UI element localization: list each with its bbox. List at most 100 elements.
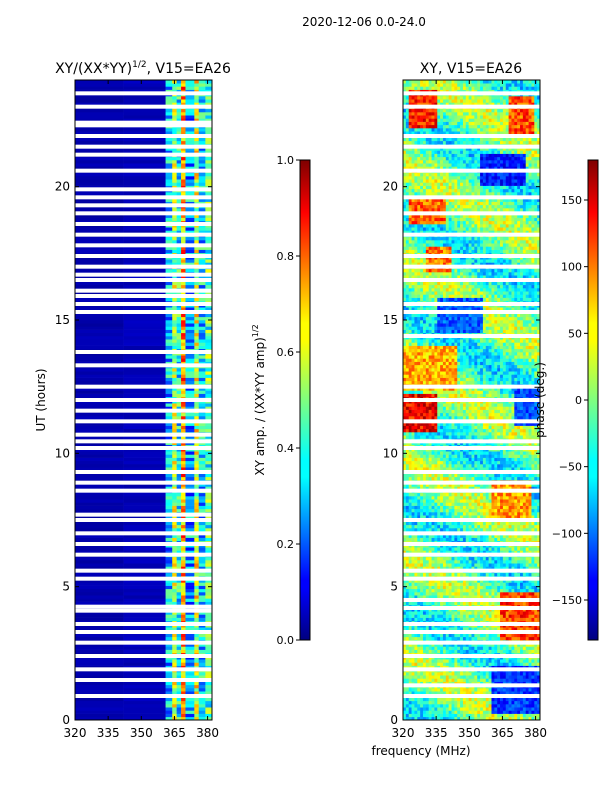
phase-cell [425,582,429,586]
amplitude-cell [165,230,173,234]
amplitude-cell [205,566,212,570]
amplitude-cell [185,176,195,180]
phase-cell [520,659,524,663]
amplitude-cell [205,160,212,164]
phase-cell [451,547,455,551]
phase-cell [468,710,472,714]
amplitude-cell [123,345,166,350]
amplitude-cell [181,86,186,90]
amplitude-cell [205,406,212,410]
amplitude-cell [165,393,173,398]
phase-cell [485,633,489,638]
amplitude-cell [176,179,182,183]
amplitude-cell [194,179,200,183]
phase-cell [511,560,515,564]
amplitude-cell [181,236,186,241]
phase-cell [457,649,461,654]
amplitude-cell [75,707,124,711]
amplitude-cell [205,617,212,622]
amplitude-cell [198,147,206,151]
phase-cell [528,582,532,586]
phase-cell [508,713,512,718]
phase-cell [485,691,489,695]
phase-cell [465,560,469,564]
amplitude-cell [185,700,195,705]
phase-cell [403,585,407,590]
amplitude-cell [205,390,212,394]
phase-cell [431,672,435,676]
phase-cell [474,659,478,663]
phase-cell [520,528,524,532]
amplitude-cell [185,316,195,321]
phase-cell [440,672,444,676]
amplitude-flagged-row [75,120,212,125]
amplitude-flagged-row [75,254,212,258]
amplitude-cell [185,627,195,631]
amplitude-cell [165,358,173,362]
phase-cell [477,617,481,622]
phase-cell [457,633,461,638]
amplitude-cell [123,115,166,119]
phase-cell [457,588,461,593]
phase-cell [434,563,438,567]
amplitude-cell [198,406,206,410]
amplitude-cell [123,371,166,375]
phase-cell [488,560,492,564]
phase-cell [494,710,498,714]
phase-cell [488,595,492,599]
amplitude-cell [172,374,177,378]
amplitude-cell [205,172,212,177]
phase-cell [417,547,421,551]
phase-cell [431,649,435,654]
phase-cell [525,617,529,622]
phase-cell [460,691,464,695]
amplitude-cell [181,451,186,455]
amplitude-cell [176,524,182,529]
phase-cell [405,617,409,622]
phase-cell [408,566,412,570]
phase-cell [537,547,540,551]
amplitude-cell [123,86,166,90]
phase-cell [425,659,429,663]
amplitude-cell [123,387,166,391]
phase-cell [537,611,540,615]
amplitude-cell [185,259,195,263]
phase-cell [462,716,467,720]
amplitude-cell [165,172,173,177]
phase-cell [428,643,432,647]
amplitude-panel-title: XY/(XX*YY)1/2, V15=EA26 [55,60,231,77]
amplitude-cell [75,387,124,391]
phase-cell [511,672,515,676]
amplitude-cell [205,412,212,417]
amplitude-cell [194,128,200,132]
phase-cell [534,697,538,702]
phase-cell [462,704,467,708]
phase-cell [517,560,521,564]
amplitude-cell [165,115,173,119]
phase-cell [442,560,447,564]
amplitude-cell [75,646,124,650]
phase-cell [420,534,424,538]
phase-cell [514,643,518,647]
amplitude-colorbar-tick-label: 0.2 [277,538,295,551]
phase-cell [422,704,427,708]
amplitude-cell [198,377,206,382]
phase-cell [480,534,484,538]
phase-cell [497,633,501,638]
phase-cell [488,547,492,551]
phase-cell [482,716,487,720]
amplitude-cell [176,166,182,170]
amplitude-cell [123,476,166,481]
phase-cell [494,672,498,676]
phase-cell [497,556,501,561]
phase-cell [434,688,438,692]
phase-cell [508,537,512,542]
phase-cell [471,662,475,666]
amplitude-cell [194,707,200,711]
phase-cell [488,582,492,586]
phase-cell [448,537,452,542]
phase-cell [440,595,444,599]
amplitude-cell [176,99,182,103]
phase-cell [525,704,529,708]
